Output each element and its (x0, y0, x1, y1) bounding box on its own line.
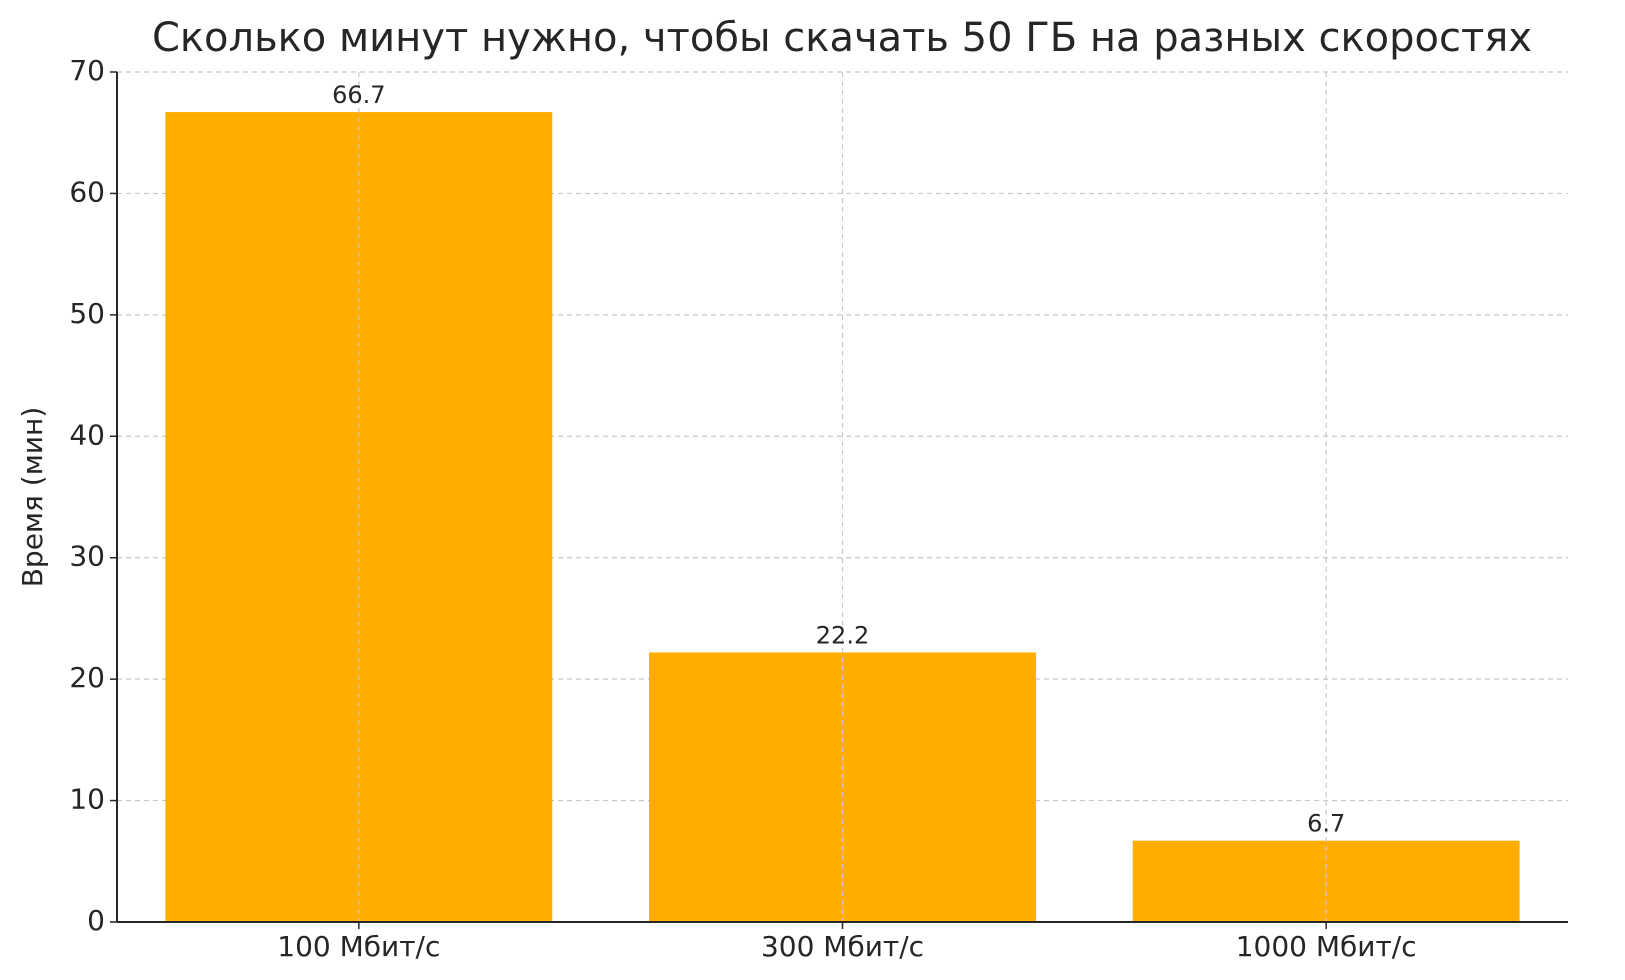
y-tick-label: 70 (69, 54, 105, 87)
y-tick-label: 0 (87, 904, 105, 937)
y-axis-label: Время (мин) (16, 407, 49, 588)
y-tick-label: 30 (69, 540, 105, 573)
y-tick-label: 10 (69, 783, 105, 816)
y-tick-label: 40 (69, 418, 105, 451)
x-tick-label: 300 Мбит/с (761, 930, 924, 963)
x-tick-label: 100 Мбит/с (277, 930, 440, 963)
value-label: 22.2 (816, 621, 869, 649)
value-label: 66.7 (332, 81, 385, 109)
bar (1132, 840, 1520, 922)
chart-title: Сколько минут нужно, чтобы скачать 50 ГБ… (152, 15, 1532, 61)
x-tick-label: 1000 Мбит/с (1236, 930, 1417, 963)
y-tick-label: 50 (69, 297, 105, 330)
y-tick-label: 60 (69, 175, 105, 208)
y-tick-label: 20 (69, 661, 105, 694)
value-label: 6.7 (1307, 810, 1345, 838)
